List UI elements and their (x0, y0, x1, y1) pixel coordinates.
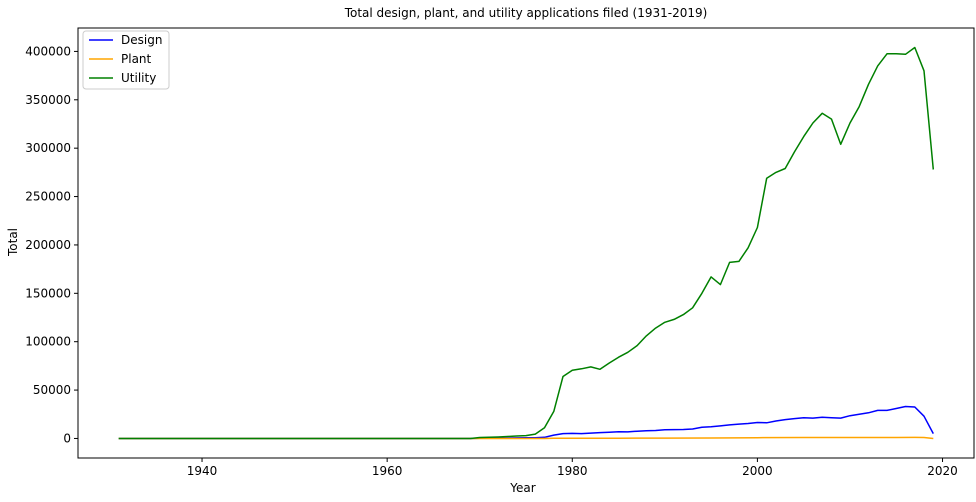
x-tick-label: 1980 (557, 464, 588, 478)
x-tick-label: 1960 (372, 464, 403, 478)
x-tick-label: 2020 (927, 464, 958, 478)
chart-title: Total design, plant, and utility applica… (344, 6, 708, 20)
y-axis-label: Total (6, 228, 20, 257)
legend-label-plant: Plant (121, 52, 152, 66)
legend-label-design: Design (121, 33, 162, 47)
y-axis: 0 50000 100000 150000 200000 250000 300000 3500… (25, 44, 78, 445)
legend-label-utility: Utility (121, 71, 156, 85)
y-tick-label: 200000 (25, 238, 71, 252)
y-tick-label: 250000 (25, 190, 71, 204)
y-tick-label: 400000 (25, 44, 71, 58)
x-tick-label: 1940 (187, 464, 218, 478)
y-tick-label: 150000 (25, 286, 71, 300)
y-tick-label: 300000 (25, 141, 71, 155)
y-tick-label: 350000 (25, 93, 71, 107)
y-tick-label: 0 (63, 431, 71, 445)
x-axis-label: Year (509, 481, 535, 495)
y-tick-label: 100000 (25, 335, 71, 349)
y-tick-label: 50000 (33, 383, 71, 397)
legend: Design Plant Utility (83, 31, 169, 89)
x-tick-label: 2000 (742, 464, 773, 478)
